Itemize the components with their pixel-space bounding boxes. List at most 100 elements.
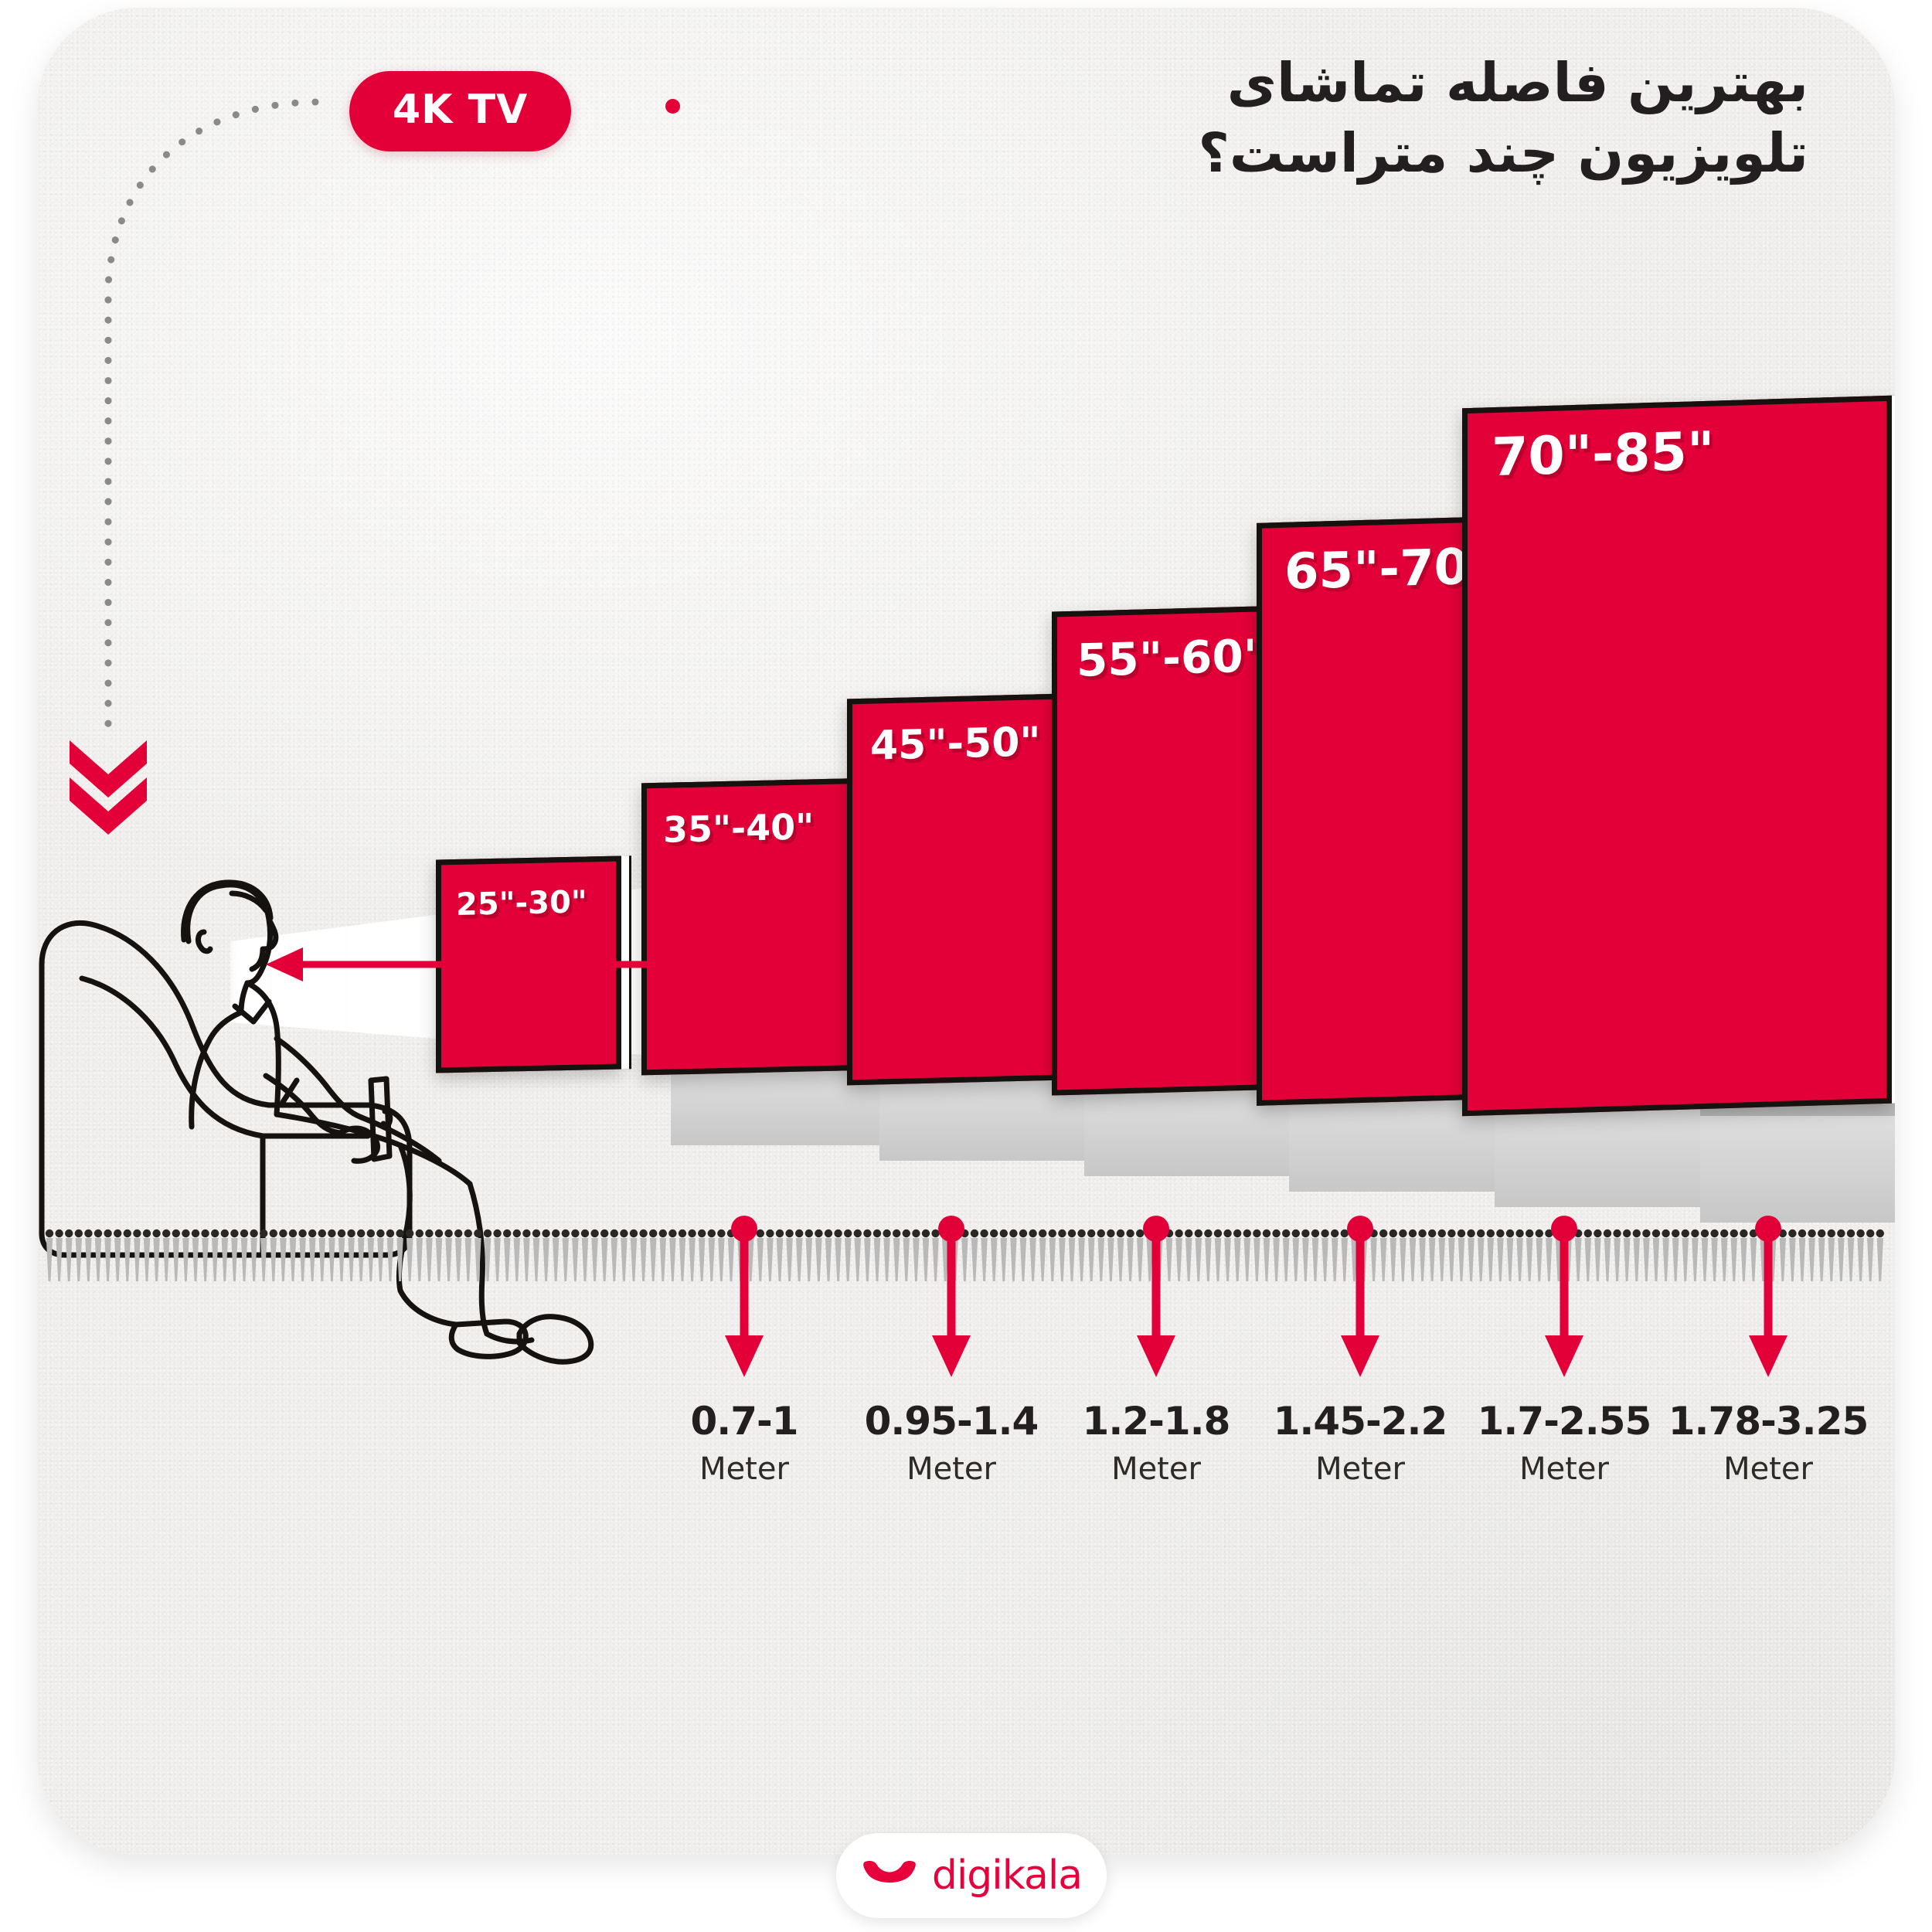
ruler-dot <box>201 1229 209 1238</box>
ruler-tick <box>212 1238 219 1281</box>
ruler-dot <box>1039 1229 1047 1238</box>
ruler-dot <box>1545 1229 1553 1238</box>
tv-type-badge[interactable]: 4K TV <box>349 71 572 151</box>
ruler-dot <box>1827 1229 1835 1238</box>
ruler-dot <box>1837 1229 1845 1238</box>
digikala-logo[interactable]: digikala <box>836 1833 1107 1918</box>
distance-value: 1.78-3.25 <box>1668 1399 1869 1444</box>
ruler-dot <box>1116 1229 1125 1238</box>
ruler-tick <box>1243 1238 1250 1281</box>
ruler-tick <box>1000 1238 1007 1281</box>
ruler-tick <box>494 1238 501 1281</box>
ruler-tick <box>1283 1238 1290 1281</box>
ruler-tick <box>805 1238 812 1281</box>
ruler-dot <box>172 1229 180 1238</box>
ruler-tick <box>1389 1238 1396 1281</box>
ruler-tick <box>124 1238 131 1281</box>
ruler-tick <box>435 1238 443 1281</box>
ruler-dot <box>444 1229 453 1238</box>
ruler-tick <box>1614 1238 1621 1281</box>
ruler-dot <box>104 1229 112 1238</box>
ruler-dot <box>454 1229 463 1238</box>
ruler-dot <box>844 1229 852 1238</box>
distance-label: 0.95-1.4 Meter <box>835 1399 1067 1487</box>
ruler-dot <box>220 1229 229 1238</box>
ruler-dot <box>1009 1229 1018 1238</box>
ruler-dot <box>1097 1229 1106 1238</box>
ruler-tick <box>1341 1238 1348 1281</box>
ruler-dot <box>1107 1229 1115 1238</box>
ruler-dot <box>123 1229 131 1238</box>
ruler-tick <box>1506 1238 1514 1281</box>
ruler-tick <box>1311 1238 1319 1281</box>
ruler-dot <box>980 1229 988 1238</box>
ruler-dot <box>1720 1229 1729 1238</box>
ruler-tick <box>708 1238 715 1281</box>
ruler-dot <box>230 1229 239 1238</box>
ruler-dot <box>1389 1229 1398 1238</box>
ruler-tick <box>1662 1238 1669 1281</box>
ruler-dot <box>824 1229 833 1238</box>
ruler-tick <box>981 1238 988 1281</box>
ruler-dot <box>483 1229 492 1238</box>
ruler-tick <box>1419 1238 1426 1281</box>
ruler-tick <box>873 1238 881 1281</box>
ruler-tick <box>1711 1238 1718 1281</box>
ruler-tick <box>484 1238 492 1281</box>
ruler-tick <box>280 1238 287 1281</box>
marker-arrow <box>932 1216 971 1377</box>
ruler-tick <box>182 1238 189 1281</box>
ruler-dot <box>1194 1229 1203 1238</box>
ruler-tick <box>1458 1238 1465 1281</box>
ruler-dot <box>688 1229 696 1238</box>
ruler-tick <box>1448 1238 1455 1281</box>
ruler-dot <box>1029 1229 1037 1238</box>
ruler-tick <box>1146 1238 1153 1281</box>
ruler-dot <box>318 1229 326 1238</box>
digikala-wordmark: digikala <box>931 1852 1083 1899</box>
ruler-dot <box>425 1229 434 1238</box>
ruler-tick <box>202 1238 209 1281</box>
ruler-dot <box>133 1229 141 1238</box>
ruler-dot <box>580 1229 590 1238</box>
ruler-dot <box>211 1229 219 1238</box>
ruler-tick <box>1857 1238 1864 1281</box>
ruler-tick <box>474 1238 481 1281</box>
marker-arrow <box>1545 1216 1583 1377</box>
ruler-tick <box>1876 1238 1883 1281</box>
ruler-dot <box>1126 1229 1134 1238</box>
ruler-dot <box>853 1229 862 1238</box>
ruler-dot <box>571 1229 580 1238</box>
ruler-tick <box>1078 1238 1085 1281</box>
ruler-dot <box>357 1229 366 1238</box>
ruler-dot <box>434 1229 444 1238</box>
ruler-tick <box>1808 1238 1815 1281</box>
ruler-dot <box>1594 1229 1602 1238</box>
marker-arrow <box>1749 1216 1787 1377</box>
ruler-dot <box>1798 1229 1807 1238</box>
ruler-dot <box>114 1229 122 1238</box>
ruler-tick <box>922 1238 930 1281</box>
ruler-dot <box>1223 1229 1232 1238</box>
ruler-tick <box>1127 1238 1134 1281</box>
ruler-tick <box>932 1238 939 1281</box>
ruler-dot <box>1613 1229 1621 1238</box>
ruler-tick <box>961 1238 968 1281</box>
ruler-tick <box>1828 1238 1835 1281</box>
ruler-tick <box>611 1238 617 1281</box>
distance-unit: Meter <box>906 1451 996 1487</box>
ruler-dot <box>1681 1229 1689 1238</box>
ruler-tick <box>699 1238 706 1281</box>
ruler-tick <box>991 1238 998 1281</box>
ruler-dot <box>1710 1229 1719 1238</box>
ruler-dot <box>1243 1229 1252 1238</box>
ruler-tick <box>1175 1238 1182 1281</box>
ruler-dot <box>1623 1229 1631 1238</box>
ruler-tick <box>854 1238 861 1281</box>
ruler-tick <box>396 1238 403 1281</box>
ruler-tick <box>1516 1238 1523 1281</box>
ruler-dot <box>1331 1229 1339 1238</box>
guide-dotted-path <box>104 98 319 730</box>
ruler-dot <box>328 1229 336 1238</box>
ruler-tick <box>1798 1238 1806 1281</box>
